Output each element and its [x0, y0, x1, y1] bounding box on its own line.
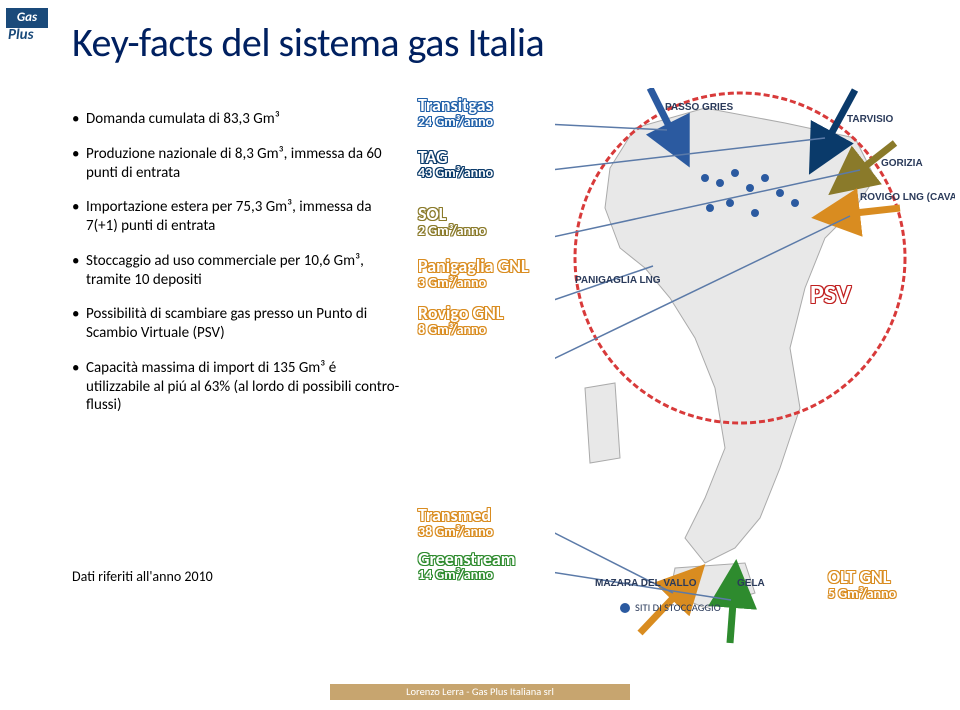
legend: SITI DI STOCCAGGIO	[620, 601, 721, 614]
psv-label: PSV	[810, 278, 851, 310]
label-mazara: MAZARA DEL VALLO	[595, 578, 697, 589]
bullet-item: Stoccaggio ad uso commerciale per 10,6 G…	[72, 252, 402, 290]
callout-panigaglia: Panigaglia GNL 3 Gm³/anno	[418, 257, 558, 291]
bullet-item: Produzione nazionale di 8,3 Gm³, immessa…	[72, 145, 402, 183]
label-tarvisio: TARVISIO	[847, 114, 894, 125]
sardinia-shape	[585, 383, 620, 463]
footnote: Dati riferiti all'anno 2010	[72, 568, 213, 585]
callout-value: 3 Gm³/anno	[418, 276, 558, 291]
callout-value: 38 Gm³/anno	[418, 525, 558, 540]
callout-tag: TAG 43 Gm³/anno	[418, 148, 558, 182]
bullet-item: Possibilità di scambiare gas presso un P…	[72, 305, 402, 343]
label-gela: GELA	[737, 578, 765, 589]
callout-rovigo: Rovigo GNL 8 Gm³/anno	[418, 304, 558, 338]
label-passo-gries: PASSO GRIES	[665, 102, 733, 113]
logo-bottom: Plus	[8, 26, 34, 44]
bullet-list: Domanda cumulata di 83,3 Gm³ Produzione …	[72, 110, 402, 431]
legend-label: SITI DI STOCCAGGIO	[635, 601, 721, 614]
logo: Gas Plus	[6, 8, 60, 54]
label-panigaglia: PANIGAGLIA LNG	[575, 275, 661, 286]
arrow-greenstream	[730, 603, 733, 643]
callout-value: 24 Gm³/anno	[418, 115, 558, 130]
callout-value: 43 Gm³/anno	[418, 166, 558, 181]
page-title: Key-facts del sistema gas Italia	[72, 18, 544, 67]
label-gorizia: GORIZIA	[881, 158, 923, 169]
arrow-rovigo	[855, 208, 900, 213]
callout-value: 2 Gm³/anno	[418, 224, 558, 239]
callout-name: Panigaglia GNL	[418, 257, 558, 276]
callout-transmed: Transmed 38 Gm³/anno	[418, 506, 558, 540]
italy-map: PASSO GRIES TARVISIO GORIZIA ROVIGO LNG …	[555, 88, 955, 648]
callouts-top: Transitgas 24 Gm³/anno TAG 43 Gm³/anno S…	[418, 96, 558, 344]
callout-transitgas: Transitgas 24 Gm³/anno	[418, 96, 558, 130]
storage-dot-icon	[620, 603, 630, 613]
bullet-item: Domanda cumulata di 83,3 Gm³	[72, 110, 402, 129]
footer: Lorenzo Lerra - Gas Plus Italiana srl	[330, 684, 630, 700]
bullet-item: Capacità massima di import di 135 Gm³ é …	[72, 359, 402, 415]
callout-value: 14 Gm³/anno	[418, 568, 558, 583]
callout-value: 8 Gm³/anno	[418, 323, 558, 338]
callout-greenstream: Greenstream 14 Gm³/anno	[418, 550, 558, 584]
arrow-tag	[830, 90, 855, 136]
label-rovigo: ROVIGO LNG (CAVAZERE)	[860, 192, 955, 203]
logo-top: Gas	[6, 8, 48, 28]
bullet-item: Importazione estera per 75,3 Gm³, immess…	[72, 198, 402, 236]
map-svg: PASSO GRIES TARVISIO GORIZIA ROVIGO LNG …	[555, 88, 955, 648]
callout-sol: SOL 2 Gm³/anno	[418, 205, 558, 239]
callout-value: 5 Gm³/anno	[828, 587, 896, 602]
callout-olt: OLT GNL 5 Gm³/anno	[828, 568, 896, 602]
callouts-bottom: Transmed 38 Gm³/anno Greenstream 14 Gm³/…	[418, 506, 558, 589]
